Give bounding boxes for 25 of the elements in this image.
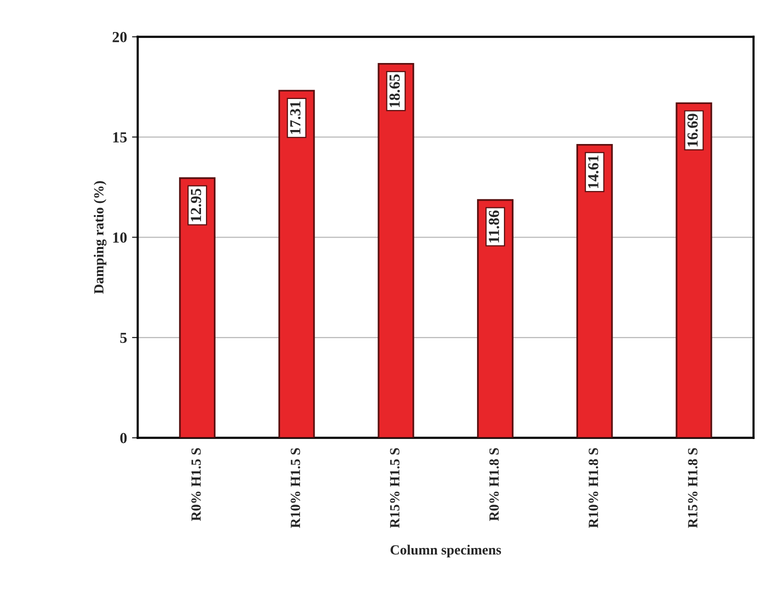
x-tick-label: R10% H1.8 S	[588, 448, 598, 528]
data-label: 14.61	[588, 156, 598, 188]
bar	[278, 90, 315, 438]
data-label: 16.69	[687, 114, 698, 146]
bar	[576, 144, 613, 438]
data-label: 12.95	[190, 188, 202, 222]
bar	[477, 199, 514, 438]
y-axis-title: Damping ratio (%)	[94, 181, 106, 294]
x-tick-label: R15% H1.8 S	[688, 448, 698, 528]
y-tick-label: 0	[120, 432, 127, 444]
y-tick-label: 10	[113, 232, 127, 243]
x-tick-label: R0% H1.5 S	[191, 448, 201, 521]
x-tick-label: R15% H1.5 S	[390, 448, 400, 528]
x-axis-title: Column specimens	[390, 544, 502, 558]
y-tick-label: 15	[113, 132, 127, 142]
y-tick-label: 5	[120, 332, 127, 343]
bar	[179, 177, 216, 438]
bar	[676, 102, 712, 438]
data-label: 11.86	[488, 210, 500, 242]
data-label: 17.31	[290, 102, 301, 134]
x-tick-label: R0% H1.8 S	[489, 448, 499, 521]
data-label: 18.65	[389, 74, 400, 108]
bar	[378, 63, 414, 438]
x-tick-label: R10% H1.5 S	[290, 448, 300, 528]
y-tick-label: 20	[112, 32, 127, 42]
